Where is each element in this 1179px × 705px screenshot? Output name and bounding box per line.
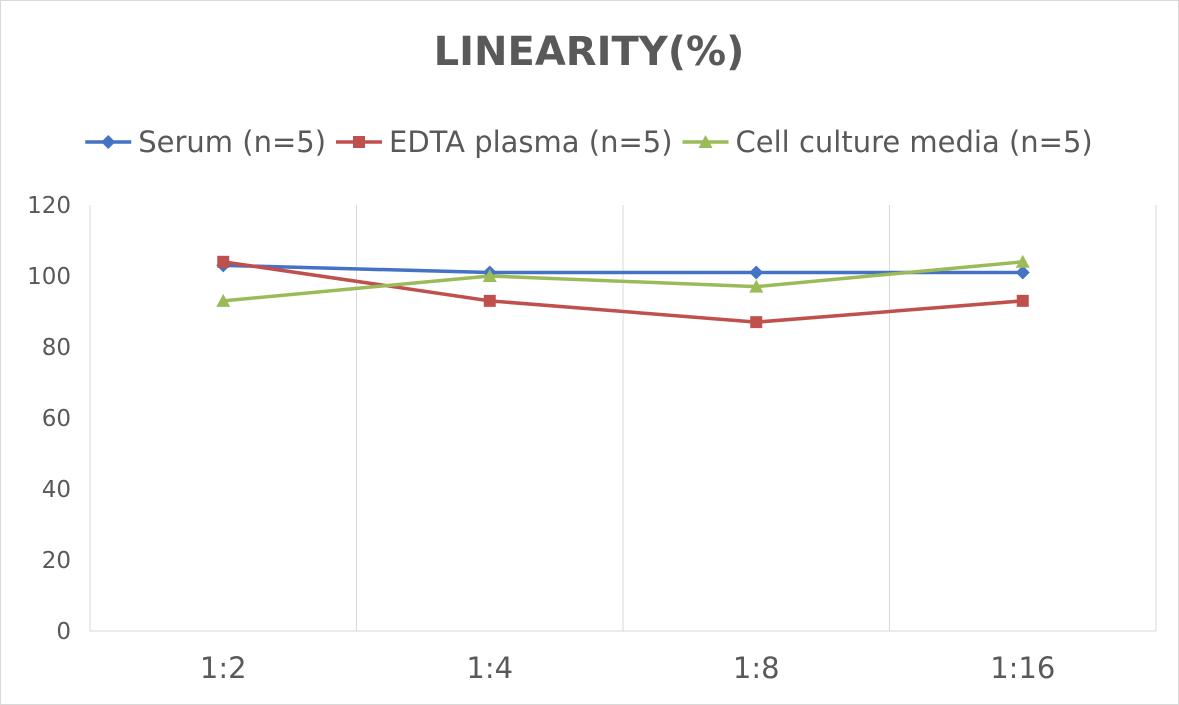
y-tick-label-80: 80 — [42, 335, 71, 361]
x-tick-label-1: 1:4 — [466, 651, 513, 685]
series-1 — [217, 255, 1029, 329]
y-tick-label-100: 100 — [27, 264, 71, 290]
y-tick-label-40: 40 — [42, 477, 71, 503]
y-tick-label-60: 60 — [42, 406, 71, 432]
legend-marker-0 — [101, 135, 116, 149]
series-line-0 — [223, 263, 1023, 275]
y-tick-label-0: 0 — [56, 619, 71, 645]
series-line-1 — [222, 260, 1023, 324]
legend-item-1: EDTA plasma (n=5) — [336, 125, 673, 159]
series-1-point-2 — [750, 316, 763, 329]
legend-marker-2 — [698, 135, 713, 148]
legend-label-0: Serum (n=5) — [138, 125, 326, 159]
legend-label-1: EDTA plasma (n=5) — [389, 125, 673, 159]
x-tick-label-2: 1:8 — [733, 651, 780, 685]
y-tick-label-120: 120 — [27, 193, 71, 219]
x-tick-label-0: 1:2 — [200, 651, 247, 685]
legend-item-2: Cell culture media (n=5) — [682, 125, 1093, 159]
chart-title: LINEARITY(%) — [434, 29, 745, 75]
series-1-point-3 — [1016, 294, 1029, 307]
series-2-point-0 — [216, 293, 231, 307]
series-2-point-1 — [482, 269, 497, 282]
series-line-2 — [223, 260, 1023, 303]
series-0-point-3 — [1015, 265, 1030, 280]
series-1-point-0 — [217, 255, 230, 268]
y-tick-label-20: 20 — [42, 548, 71, 574]
series-0-point-2 — [749, 265, 764, 280]
series-2-point-3 — [1015, 254, 1030, 268]
legend-item-0: Serum (n=5) — [85, 125, 326, 159]
series-1-point-1 — [483, 294, 496, 307]
legend-marker-1 — [353, 136, 366, 148]
legend-label-2: Cell culture media (n=5) — [736, 125, 1093, 159]
legend: Serum (n=5) EDTA plasma (n=5) Cell culture… — [85, 125, 1093, 159]
gridlines — [89, 205, 1157, 631]
x-tick-label-3: 1:16 — [990, 651, 1055, 685]
axes: 0 20 40 60 80 100 120 1:2 1:4 1:8 1:16 — [27, 193, 1156, 685]
series-2 — [216, 254, 1030, 307]
series-group — [216, 254, 1030, 329]
series-2-point-2 — [749, 279, 764, 293]
